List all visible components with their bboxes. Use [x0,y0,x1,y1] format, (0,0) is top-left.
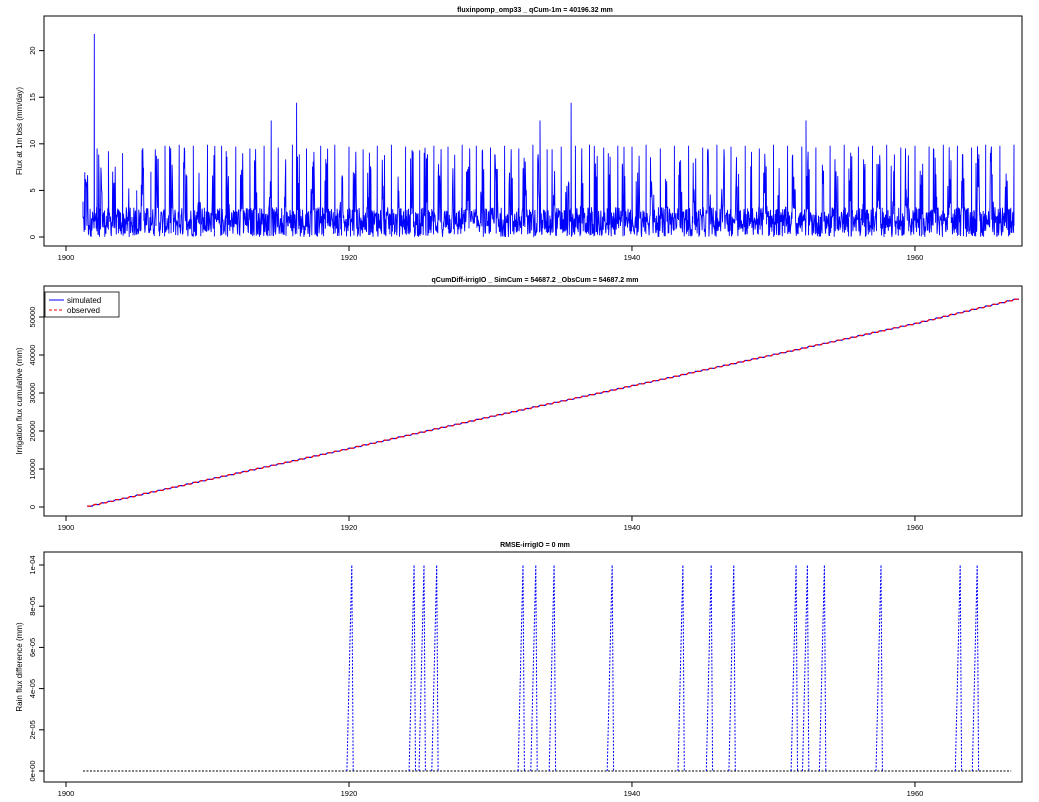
panel-flux-title: fluxinpomp_omp33 _ qCum-1m = 40196.32 mm [457,7,613,14]
difference-spike [517,564,525,772]
x-tick-label: 1960 [907,523,924,532]
difference-spike [418,564,426,772]
y-tick-label: 2e-05 [28,720,37,739]
x-tick-label: 1920 [341,253,358,262]
y-tick-label: 30000 [28,383,37,404]
x-tick-label: 1940 [624,253,641,262]
difference-spike [875,564,883,772]
y-tick-label: 50000 [28,307,37,328]
panel-cumulative-ylabel: Irrigation flux cumulative (mm) [15,347,24,454]
legend-label-simulated: simulated [67,296,101,305]
y-tick-label: 15 [28,93,37,101]
y-tick-label: 4e-05 [28,679,37,698]
y-tick-label: 5 [28,188,37,192]
y-tick-label: 0e+00 [28,760,37,781]
panel-flux-data [82,33,1015,238]
difference-spike [954,564,963,772]
x-tick-label: 1900 [58,789,75,798]
difference-spike [705,564,714,772]
legend-box [44,291,120,318]
series-flux-line [82,33,1015,238]
panel-cumulative-title: qCumDiff-irrigIO _ SimCum = 54687.2 _Obs… [432,277,639,284]
difference-spike [530,564,538,772]
panel-difference-title: RMSE-irrigIO = 0 mm [500,542,570,549]
panel-cumulative-frame [43,285,1023,517]
panel-difference-data [82,564,1012,772]
legend-label-observed: observed [67,306,100,315]
x-tick-label: 1960 [907,253,924,262]
difference-spike [818,564,827,772]
y-tick-label: 1e-04 [28,555,37,574]
legend: simulated observed [44,291,120,318]
panel-difference: RMSE-irrigIO = 0 mm Rain flux difference… [15,542,1023,798]
y-tick-label: 20000 [28,421,37,442]
x-tick-label: 1960 [907,789,924,798]
panel-difference-ylabel: Rain flux difference (mm) [15,622,24,712]
x-tick-label: 1920 [341,789,358,798]
y-tick-label: 0 [28,235,37,239]
x-tick-label: 1940 [624,789,641,798]
y-tick-label: 40000 [28,345,37,366]
panel-cumulative-data [87,298,1019,507]
y-tick-label: 10000 [28,459,37,480]
panel-flux-ylabel: Flux at 1m bss (mm/day) [15,87,24,175]
difference-spike [802,564,810,772]
panel-cumulative-axes: 1900 1920 1940 1960 0 10000 20000 30000 40000 500… [28,307,923,532]
difference-spike [790,564,798,772]
difference-spike [728,564,736,772]
difference-spike [971,564,980,772]
x-tick-label: 1920 [341,523,358,532]
y-tick-label: 10 [28,140,37,148]
x-tick-label: 1940 [624,523,641,532]
y-tick-label: 8e-05 [28,597,37,616]
panel-flux: fluxinpomp_omp33 _ qCum-1m = 40196.32 mm… [15,7,1023,262]
y-tick-label: 20 [28,46,37,54]
difference-spike [548,564,557,772]
difference-spike [408,564,416,772]
series-observed-line [87,298,1019,507]
panel-flux-frame [43,15,1023,247]
difference-spike [677,564,685,772]
y-tick-label: 0 [28,505,37,509]
panel-cumulative: qCumDiff-irrigIO _ SimCum = 54687.2 _Obs… [15,277,1023,532]
difference-spike [346,564,354,772]
panel-difference-frame [43,551,1023,783]
difference-spike [606,564,615,772]
x-tick-label: 1900 [58,253,75,262]
difference-spike [431,564,439,772]
y-tick-label: 6e-05 [28,638,37,657]
x-tick-label: 1900 [58,523,75,532]
panel-difference-axes: 1900 1920 1940 1960 0e+00 2e-05 4e-05 6e-05 8e-0… [28,555,923,798]
panel-flux-axes: 1900 1920 1940 1960 0 5 10 15 20 [28,46,923,262]
